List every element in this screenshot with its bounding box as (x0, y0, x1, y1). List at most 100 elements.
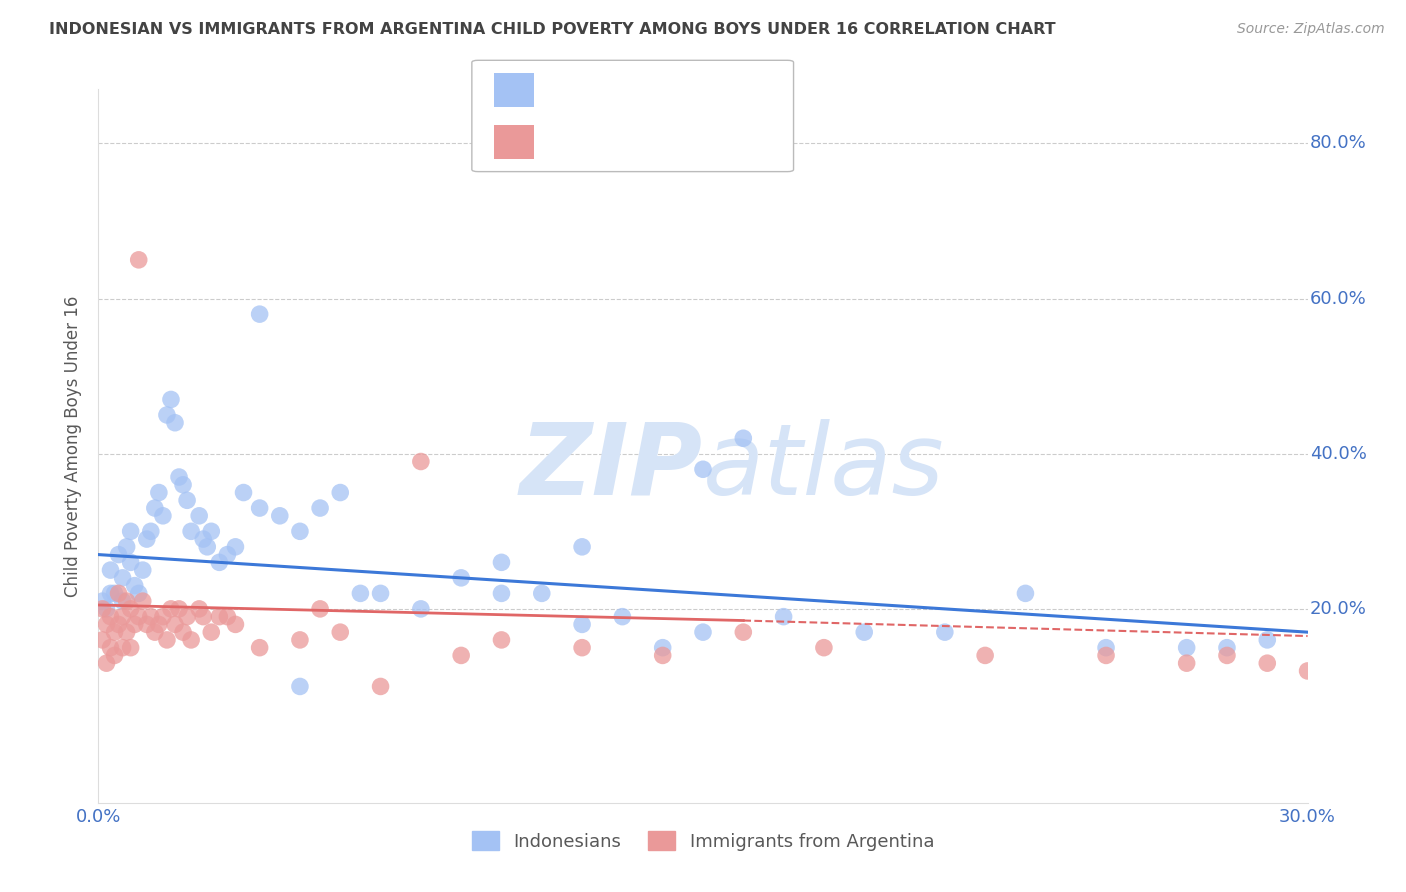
Point (111, 571, 134, 585)
FancyBboxPatch shape (472, 61, 793, 171)
Point (160, 392, 183, 407)
Text: 80.0%: 80.0% (1310, 135, 1367, 153)
Point (309, 602, 332, 616)
Point (288, 524, 311, 539)
Point (115, 594, 138, 608)
FancyBboxPatch shape (494, 73, 534, 107)
Point (1256, 632, 1278, 647)
Point (329, 625, 352, 640)
Point (135, 532, 157, 546)
Point (409, 602, 432, 616)
Point (188, 508, 211, 523)
Point (96, 617, 118, 632)
Point (120, 555, 142, 569)
Point (111, 609, 134, 624)
Point (188, 602, 211, 616)
Point (91, 602, 114, 616)
Point (974, 648, 997, 663)
Text: 60.0%: 60.0% (1310, 290, 1367, 308)
Point (349, 586, 371, 600)
Point (249, 640, 271, 655)
Point (163, 416, 186, 430)
Point (249, 307, 271, 321)
Point (530, 586, 553, 600)
Point (120, 602, 142, 616)
Point (200, 625, 222, 640)
Point (571, 640, 593, 655)
Point (1175, 656, 1198, 670)
Point (111, 640, 134, 655)
Point (111, 594, 134, 608)
Point (370, 680, 392, 694)
Point (269, 508, 291, 523)
Point (1014, 586, 1036, 600)
Point (107, 586, 129, 600)
Point (208, 609, 231, 624)
Point (232, 485, 254, 500)
Point (309, 501, 332, 516)
Point (853, 625, 876, 640)
Point (288, 680, 311, 694)
Point (100, 563, 122, 577)
Point (100, 640, 122, 655)
FancyBboxPatch shape (494, 125, 534, 159)
Y-axis label: Child Poverty Among Boys Under 16: Child Poverty Among Boys Under 16 (65, 295, 83, 597)
Point (651, 648, 673, 663)
Point (160, 602, 183, 616)
Point (200, 524, 222, 539)
Point (813, 640, 835, 655)
Point (450, 648, 472, 663)
Point (934, 625, 956, 640)
Legend: Indonesians, Immigrants from Argentina: Indonesians, Immigrants from Argentina (464, 824, 942, 858)
Point (163, 617, 186, 632)
Point (180, 632, 202, 647)
Point (103, 625, 125, 640)
Text: Source: ZipAtlas.com: Source: ZipAtlas.com (1237, 22, 1385, 37)
Point (1256, 656, 1278, 670)
Point (1216, 640, 1239, 655)
Point (167, 602, 190, 616)
Point (128, 586, 150, 600)
Point (193, 532, 215, 546)
Point (120, 524, 142, 539)
Text: ZIP: ZIP (520, 419, 703, 516)
Point (152, 609, 174, 624)
Point (120, 640, 142, 655)
Point (329, 485, 352, 500)
Point (491, 632, 513, 647)
Point (1216, 648, 1239, 663)
Point (96, 656, 118, 670)
Point (128, 252, 150, 267)
Point (124, 617, 146, 632)
Point (103, 648, 125, 663)
Point (217, 548, 239, 562)
Point (115, 625, 138, 640)
Point (224, 540, 246, 554)
Point (96, 602, 118, 616)
Text: R =  -0.030   N = 55: R = -0.030 N = 55 (546, 133, 714, 151)
Point (612, 609, 634, 624)
Point (491, 586, 513, 600)
Text: 40.0%: 40.0% (1310, 445, 1367, 463)
Point (100, 609, 122, 624)
Point (128, 609, 150, 624)
Point (115, 540, 138, 554)
Point (135, 617, 157, 632)
Point (224, 617, 246, 632)
Point (651, 640, 673, 655)
Point (103, 586, 125, 600)
Point (143, 501, 166, 516)
Point (450, 571, 472, 585)
Point (288, 632, 311, 647)
Point (195, 540, 218, 554)
Point (107, 548, 129, 562)
Point (217, 609, 239, 624)
Point (1175, 640, 1198, 655)
Point (124, 579, 146, 593)
Point (1095, 640, 1118, 655)
Text: INDONESIAN VS IMMIGRANTS FROM ARGENTINA CHILD POVERTY AMONG BOYS UNDER 16 CORREL: INDONESIAN VS IMMIGRANTS FROM ARGENTINA … (49, 22, 1056, 37)
Point (180, 524, 202, 539)
Text: R =  -0.153   N = 63: R = -0.153 N = 63 (546, 81, 714, 99)
Point (409, 454, 432, 468)
Point (491, 555, 513, 569)
